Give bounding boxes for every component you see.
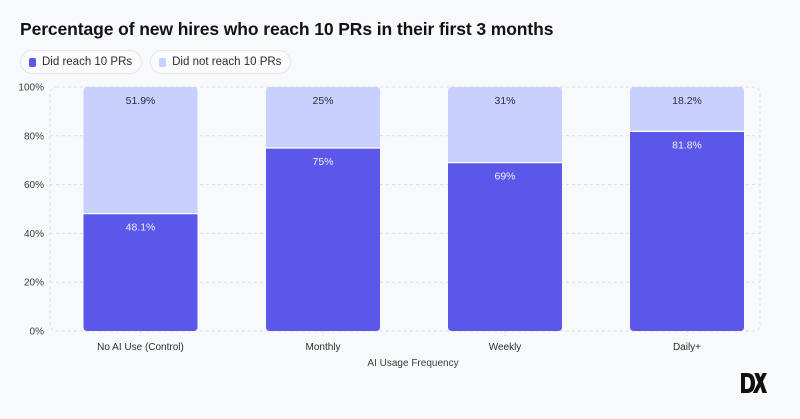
label-layer: 0% 20% 40% 60% 80% 100% 48.1% 51.9% No AI Use (C…	[18, 83, 701, 354]
bar-did-not-reach-0[interactable]	[83, 87, 198, 214]
bar-did-reach-2[interactable]	[448, 162, 562, 331]
data-label-did-reach-2: 69%	[494, 171, 515, 183]
dx-logo	[741, 373, 767, 398]
x-axis-title: AI Usage Frequency	[367, 358, 458, 369]
x-tick-label-1: Monthly	[305, 342, 340, 353]
x-tick-label-2: Weekly	[489, 342, 522, 353]
legend-label-did-not-reach: Did not reach 10 PRs	[172, 56, 282, 68]
dx-logo-icon	[741, 373, 767, 393]
bar-did-not-reach-1[interactable]	[266, 87, 380, 148]
grid-layer	[49, 86, 761, 336]
data-label-did-reach-0: 48.1%	[126, 222, 156, 234]
chart-title: Percentage of new hires who reach 10 PRs…	[20, 19, 554, 39]
data-label-did-not-reach-3: 18.2%	[672, 95, 702, 107]
legend-item-did-not-reach[interactable]: Did not reach 10 PRs	[150, 50, 292, 74]
bar-layer	[83, 87, 744, 331]
x-tick-label-0: No AI Use (Control)	[97, 342, 184, 353]
data-label-did-not-reach-1: 25%	[312, 95, 333, 107]
data-label-did-not-reach-2: 31%	[494, 95, 515, 107]
bar-did-reach-0[interactable]	[83, 213, 198, 331]
data-label-did-reach-3: 81.8%	[672, 139, 702, 151]
y-tick-label-0: 0%	[30, 327, 45, 338]
plot-frame	[49, 86, 761, 332]
bar-did-reach-1[interactable]	[266, 148, 380, 331]
y-tick-label-40: 40%	[24, 229, 44, 240]
legend-swatch-did-not-reach	[159, 57, 167, 67]
legend-label-did-reach: Did reach 10 PRs	[42, 56, 133, 68]
bar-did-not-reach-3[interactable]	[630, 87, 744, 132]
legend: Did reach 10 PRs Did not reach 10 PRs	[20, 50, 292, 74]
legend-item-did-reach[interactable]: Did reach 10 PRs	[20, 50, 143, 74]
bar-did-not-reach-2[interactable]	[448, 87, 562, 163]
legend-swatch-did-reach	[29, 57, 36, 67]
y-tick-label-100: 100%	[18, 83, 44, 94]
y-tick-label-80: 80%	[24, 131, 44, 142]
y-tick-label-20: 20%	[24, 278, 44, 289]
y-tick-label-60: 60%	[24, 180, 44, 191]
x-tick-label-3: Daily+	[673, 342, 701, 353]
data-label-did-reach-1: 75%	[312, 156, 333, 168]
data-label-did-not-reach-0: 51.9%	[126, 95, 156, 107]
bar-did-reach-3[interactable]	[630, 131, 744, 331]
